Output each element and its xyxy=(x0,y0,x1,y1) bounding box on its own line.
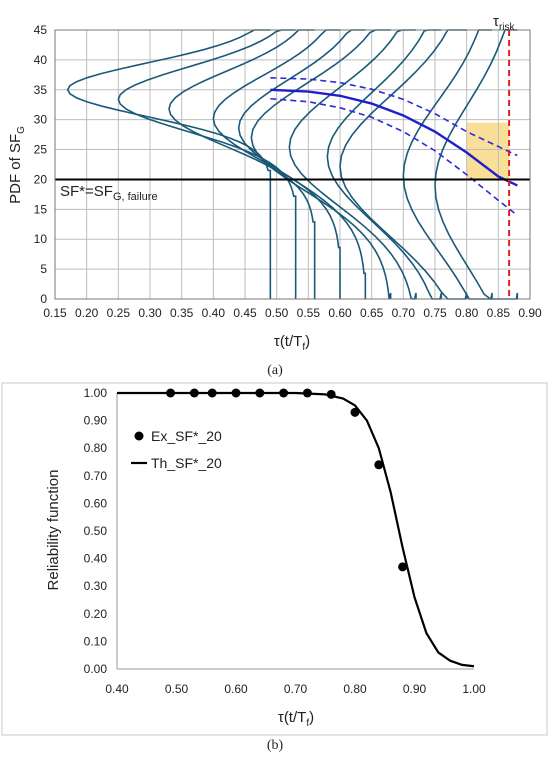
y-tick-labels-a: 0 5 10 15 20 25 30 35 40 45 xyxy=(34,23,48,306)
mean-and-bands xyxy=(270,77,518,216)
x-axis-label-b: τ(t/Tf) xyxy=(278,709,314,729)
x-tick-label: 0.55 xyxy=(297,306,321,320)
data-point xyxy=(231,388,241,398)
x-tick-label: 0.60 xyxy=(328,306,352,320)
data-point xyxy=(207,388,217,398)
y-tick-label: 0.80 xyxy=(84,441,108,455)
x-tick-label: 1.00 xyxy=(462,682,486,696)
x-tick-label: 0.75 xyxy=(423,306,447,320)
chart-border-b xyxy=(1,382,548,736)
pdf-curve xyxy=(237,29,367,299)
y-tick-labels-b: 0.00 0.10 0.20 0.30 0.40 0.50 0.60 0.70 0.80 0.90… xyxy=(84,386,108,676)
x-tick-label: 0.50 xyxy=(265,306,289,320)
data-point xyxy=(398,562,408,572)
y-tick-label: 5 xyxy=(40,262,47,276)
x-tick-label: 0.80 xyxy=(455,306,479,320)
grid-a xyxy=(54,29,531,300)
panel-b: 0.40 0.50 0.60 0.70 0.80 0.90 1.00 0.00 0.10 0.2… xyxy=(1,382,548,753)
x-tick-label: 0.15 xyxy=(43,306,67,320)
y-tick-label: 0.10 xyxy=(84,634,108,648)
x-tick-label: 0.85 xyxy=(487,306,511,320)
data-point xyxy=(326,389,336,399)
y-tick-label: 40 xyxy=(34,53,48,67)
y-tick-label: 45 xyxy=(34,23,48,37)
y-tick-label: 0.50 xyxy=(84,524,108,538)
legend-label-ex: Ex_SF*_20 xyxy=(151,428,222,444)
panel-caption-b: (b) xyxy=(267,738,284,753)
panel-caption-a: (a) xyxy=(267,363,283,378)
pdf-curve xyxy=(66,29,272,299)
data-point xyxy=(279,388,289,398)
x-tick-label: 0.90 xyxy=(403,682,427,696)
data-point xyxy=(350,407,360,417)
y-tick-label: 0 xyxy=(40,292,47,306)
y-tick-label: 1.00 xyxy=(84,386,108,400)
x-tick-label: 0.35 xyxy=(170,306,194,320)
risk-shaded-area xyxy=(466,122,510,180)
legend-b: Ex_SF*_20 Th_SF*_20 xyxy=(131,428,222,471)
x-tick-label: 0.20 xyxy=(75,306,99,320)
x-tick-label: 0.90 xyxy=(518,306,542,320)
legend-marker-ex xyxy=(134,431,144,441)
legend-label-th: Th_SF*_20 xyxy=(151,455,222,471)
panel-a: 0.15 0.20 0.25 0.30 0.35 0.40 0.45 0.50 0.55 0.60… xyxy=(7,13,542,378)
x-tick-labels-b: 0.40 0.50 0.60 0.70 0.80 0.90 1.00 xyxy=(105,682,486,696)
y-tick-label: 15 xyxy=(34,202,48,216)
data-point xyxy=(255,388,265,398)
data-point xyxy=(302,388,312,398)
y-tick-label: 0.70 xyxy=(84,469,108,483)
x-axis-label-a: τ(t/Tf) xyxy=(274,333,310,353)
y-tick-label: 10 xyxy=(34,232,48,246)
x-tick-label: 0.40 xyxy=(105,682,129,696)
data-point xyxy=(374,460,384,470)
pdf-curve xyxy=(326,29,443,300)
x-tick-label: 0.65 xyxy=(360,306,384,320)
pdf-curve xyxy=(212,29,341,299)
x-tick-label: 0.45 xyxy=(233,306,257,320)
x-tick-label: 0.40 xyxy=(202,306,226,320)
y-tick-label: 0.90 xyxy=(84,414,108,428)
y-tick-label: 0.30 xyxy=(84,579,108,593)
upper-band xyxy=(270,77,518,157)
experiment-points xyxy=(166,388,408,572)
pdf-curves xyxy=(66,29,519,300)
x-tick-label: 0.25 xyxy=(107,306,131,320)
y-tick-label: 0.20 xyxy=(84,607,108,621)
plot-frame-a xyxy=(54,29,531,300)
y-tick-label: 0.00 xyxy=(84,662,108,676)
mean-curve xyxy=(270,88,518,187)
x-tick-labels-a: 0.15 0.20 0.25 0.30 0.35 0.40 0.45 0.50 0.55 0.60… xyxy=(43,306,542,320)
data-point xyxy=(189,388,199,398)
pdf-curve xyxy=(168,29,316,299)
y-axis-label-b: Reliability function xyxy=(45,470,62,591)
y-tick-label: 25 xyxy=(34,143,48,157)
data-point xyxy=(166,388,176,398)
y-tick-label: 0.60 xyxy=(84,496,108,510)
y-tick-label: 20 xyxy=(34,172,48,186)
y-axis-label-a: PDF of SFG xyxy=(7,126,27,204)
x-tick-label: 0.80 xyxy=(343,682,367,696)
x-tick-label: 0.60 xyxy=(224,682,248,696)
lower-band xyxy=(270,97,518,216)
y-tick-label: 0.40 xyxy=(84,552,108,566)
x-tick-label: 0.70 xyxy=(284,682,308,696)
tau-risk-label: τrisk xyxy=(493,13,515,33)
y-tick-label: 30 xyxy=(34,113,48,127)
x-tick-label: 0.50 xyxy=(165,682,189,696)
axes-b xyxy=(116,393,474,670)
x-tick-label: 0.30 xyxy=(138,306,162,320)
x-tick-label: 0.70 xyxy=(392,306,416,320)
threshold-label: SF*=SFG, failure xyxy=(60,183,158,203)
y-tick-label: 35 xyxy=(34,83,48,97)
